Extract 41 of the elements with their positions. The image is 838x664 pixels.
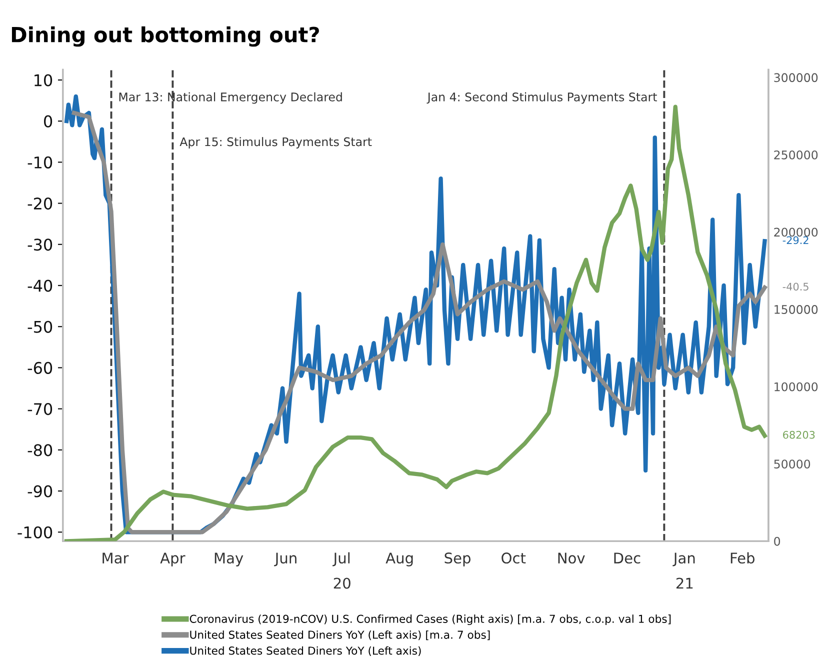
x-tick-label: Aug xyxy=(386,552,413,566)
data-label: 68203 xyxy=(783,430,815,439)
x-tick-label: Dec xyxy=(614,552,640,564)
y2-tick-label: 0 xyxy=(774,536,780,546)
chart-title: Dining out bottoming out? xyxy=(12,26,319,47)
y-tick-label: -20 xyxy=(28,198,52,210)
y-tick-label: -30 xyxy=(28,238,52,251)
data-label: -40.5 xyxy=(782,282,808,291)
x-tick-label: May xyxy=(214,552,244,566)
y2-tick-label: 100000 xyxy=(774,382,818,392)
x-tick-label: Mar xyxy=(102,552,129,564)
y2-tick-label: 300000 xyxy=(774,73,818,82)
x-tick-label: Jun xyxy=(274,552,296,566)
ref-line-label: Mar 13: National Emergency Declared xyxy=(119,92,342,104)
y-tick-label: 10 xyxy=(34,74,52,86)
y-tick-label: -50 xyxy=(28,320,52,333)
y-tick-label: -80 xyxy=(28,444,52,456)
y2-tick-label: 250000 xyxy=(774,150,818,160)
data-label: -29.2 xyxy=(782,236,808,244)
y-tick-label: -40 xyxy=(28,280,52,292)
y-tick-label: -70 xyxy=(28,403,52,416)
legend-label: United States Seated Diners YoY (Left axis) [m.a. 7 obs] xyxy=(190,630,490,640)
y-tick-label: -100 xyxy=(18,526,52,538)
ref-line-label: Jan 4: Second Stimulus Payments Start xyxy=(426,92,657,104)
y2-tick-label: 200000 xyxy=(774,228,818,237)
x-tick-label: Feb xyxy=(730,552,754,564)
legend-label: Coronavirus (2019-nCOV) U.S. Confirmed Cases (Right axis) [m.a. 7 obs, c.o.p. val 1 obs] xyxy=(190,614,671,626)
x-tick-label: Apr xyxy=(160,552,186,566)
x-tick-label: Sep xyxy=(444,552,470,566)
x-tick-label: Oct xyxy=(502,552,526,564)
y-tick-label: -10 xyxy=(28,156,52,168)
y-tick-label: 0 xyxy=(44,115,52,128)
x-tick-label: Jul 20 xyxy=(332,552,350,589)
y2-tick-label: 150000 xyxy=(774,305,818,314)
legend-label: United States Seated Diners YoY (Left axis) xyxy=(190,646,421,656)
ref-line-label: Apr 15: Stimulus Payments Start xyxy=(180,137,372,149)
y2-tick-label: 50000 xyxy=(774,460,810,469)
x-tick-label: Jan 21 xyxy=(672,552,695,589)
y-tick-label: -60 xyxy=(28,362,52,374)
y-tick-label: -90 xyxy=(28,485,52,498)
x-tick-label: Nov xyxy=(558,552,585,564)
